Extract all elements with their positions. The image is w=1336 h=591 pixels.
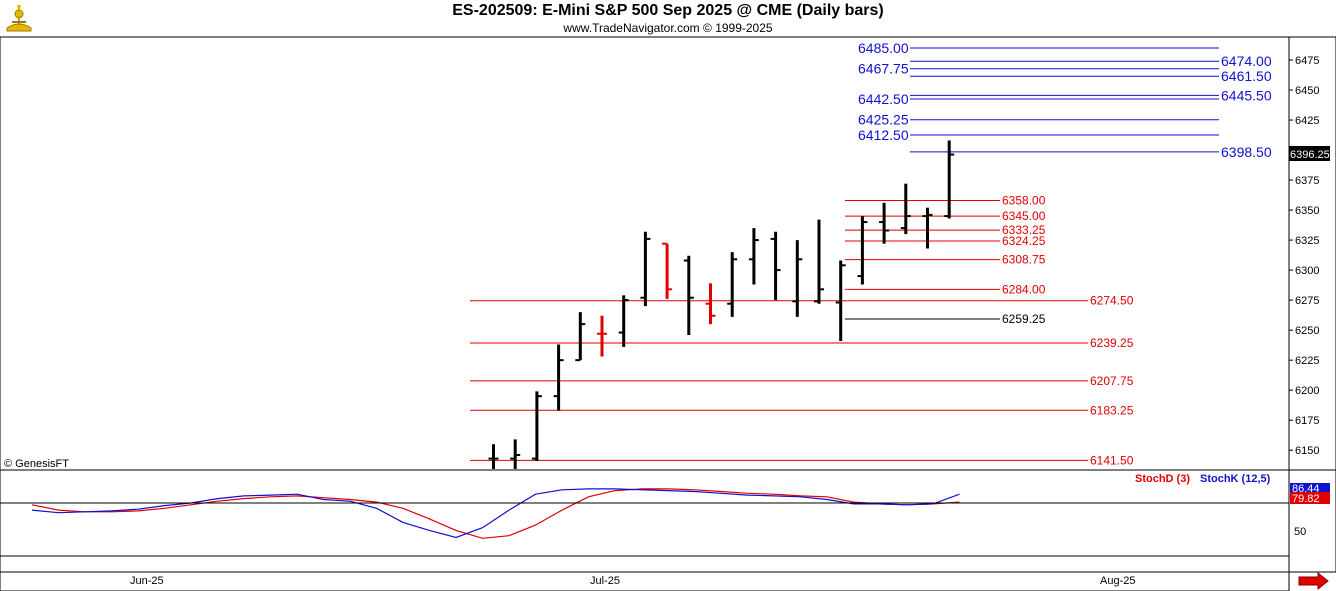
y-tick-label: 6450 xyxy=(1295,85,1319,97)
stochk-legend: StochK (12,5) xyxy=(1200,473,1271,485)
y-tick-label: 6275 xyxy=(1295,295,1319,307)
xtick-label: Aug-25 xyxy=(1100,575,1135,587)
y-axis-panel xyxy=(1288,36,1336,471)
trade-navigator-logo xyxy=(3,2,35,34)
chart-title: ES-202509: E-Mini S&P 500 Sep 2025 @ CME… xyxy=(452,2,884,19)
red-level-label: 6324.25 xyxy=(1002,234,1046,248)
red-level-label: 6183.25 xyxy=(1090,403,1134,417)
y-tick-label: 6475 xyxy=(1295,55,1319,67)
blue-level-label: 6467.75 xyxy=(858,61,909,77)
y-tick-label: 6350 xyxy=(1295,205,1319,217)
y-tick-label: 6375 xyxy=(1295,175,1319,187)
y-tick-label: 6300 xyxy=(1295,265,1319,277)
y-tick-label: 6425 xyxy=(1295,115,1319,127)
y-tick-label: 6250 xyxy=(1295,325,1319,337)
blue-level-label: 6485.00 xyxy=(858,40,909,56)
xtick-label: Jun-25 xyxy=(130,575,164,587)
scroll-right-arrow-icon[interactable] xyxy=(1298,571,1329,591)
stochk-last-tag xyxy=(1290,483,1330,494)
chart-header: ES-202509: E-Mini S&P 500 Sep 2025 @ CME… xyxy=(0,0,1336,37)
stoch-ytick-label: 50 xyxy=(1294,526,1306,538)
stochd-last-tag xyxy=(1290,492,1330,504)
y-tick-label: 6150 xyxy=(1295,445,1319,457)
red-level-label: 6345.00 xyxy=(1002,209,1046,223)
stochd-last-value: 79.82 xyxy=(1292,493,1320,505)
chart-subtitle: www.TradeNavigator.com © 1999-2025 xyxy=(563,21,773,35)
red-level-label: 6207.75 xyxy=(1090,374,1134,388)
blue-level-label: 6442.50 xyxy=(858,91,909,107)
red-level-label: 6284.00 xyxy=(1002,282,1046,296)
y-tick-label: 6200 xyxy=(1295,385,1319,397)
red-level-label: 6239.25 xyxy=(1090,336,1134,350)
blue-level-label: 6445.50 xyxy=(1221,87,1272,103)
stoch-series-line xyxy=(31,488,960,539)
last-price-value: 6396.25 xyxy=(1290,149,1330,161)
red-level-label: 6333.25 xyxy=(1002,223,1046,237)
stochd-legend: StochD (3) xyxy=(1135,473,1190,485)
indicator-plot-frame xyxy=(0,469,1290,573)
red-level-label: 6141.50 xyxy=(1090,453,1134,467)
blue-level-label: 6425.25 xyxy=(858,112,909,128)
y-tick-label: 6325 xyxy=(1295,235,1319,247)
last-price-tag xyxy=(1289,146,1330,161)
blue-level-label: 6461.50 xyxy=(1221,68,1272,84)
y-tick-label: 6175 xyxy=(1295,415,1319,427)
red-level-label: 6308.75 xyxy=(1002,253,1046,267)
xtick-label: Jul-25 xyxy=(590,575,620,587)
y-tick-label: 6225 xyxy=(1295,355,1319,367)
genesis-watermark: © GenesisFT xyxy=(4,458,69,470)
blue-level-label: 6474.00 xyxy=(1221,53,1272,69)
date-axis-panel xyxy=(0,571,1290,591)
red-level-label: 6358.00 xyxy=(1002,193,1046,207)
blue-level-label: 6398.50 xyxy=(1221,144,1272,160)
black-level-label: 6259.25 xyxy=(1002,312,1046,326)
blue-level-label: 6412.50 xyxy=(858,127,909,143)
red-level-label: 6274.50 xyxy=(1090,294,1134,308)
